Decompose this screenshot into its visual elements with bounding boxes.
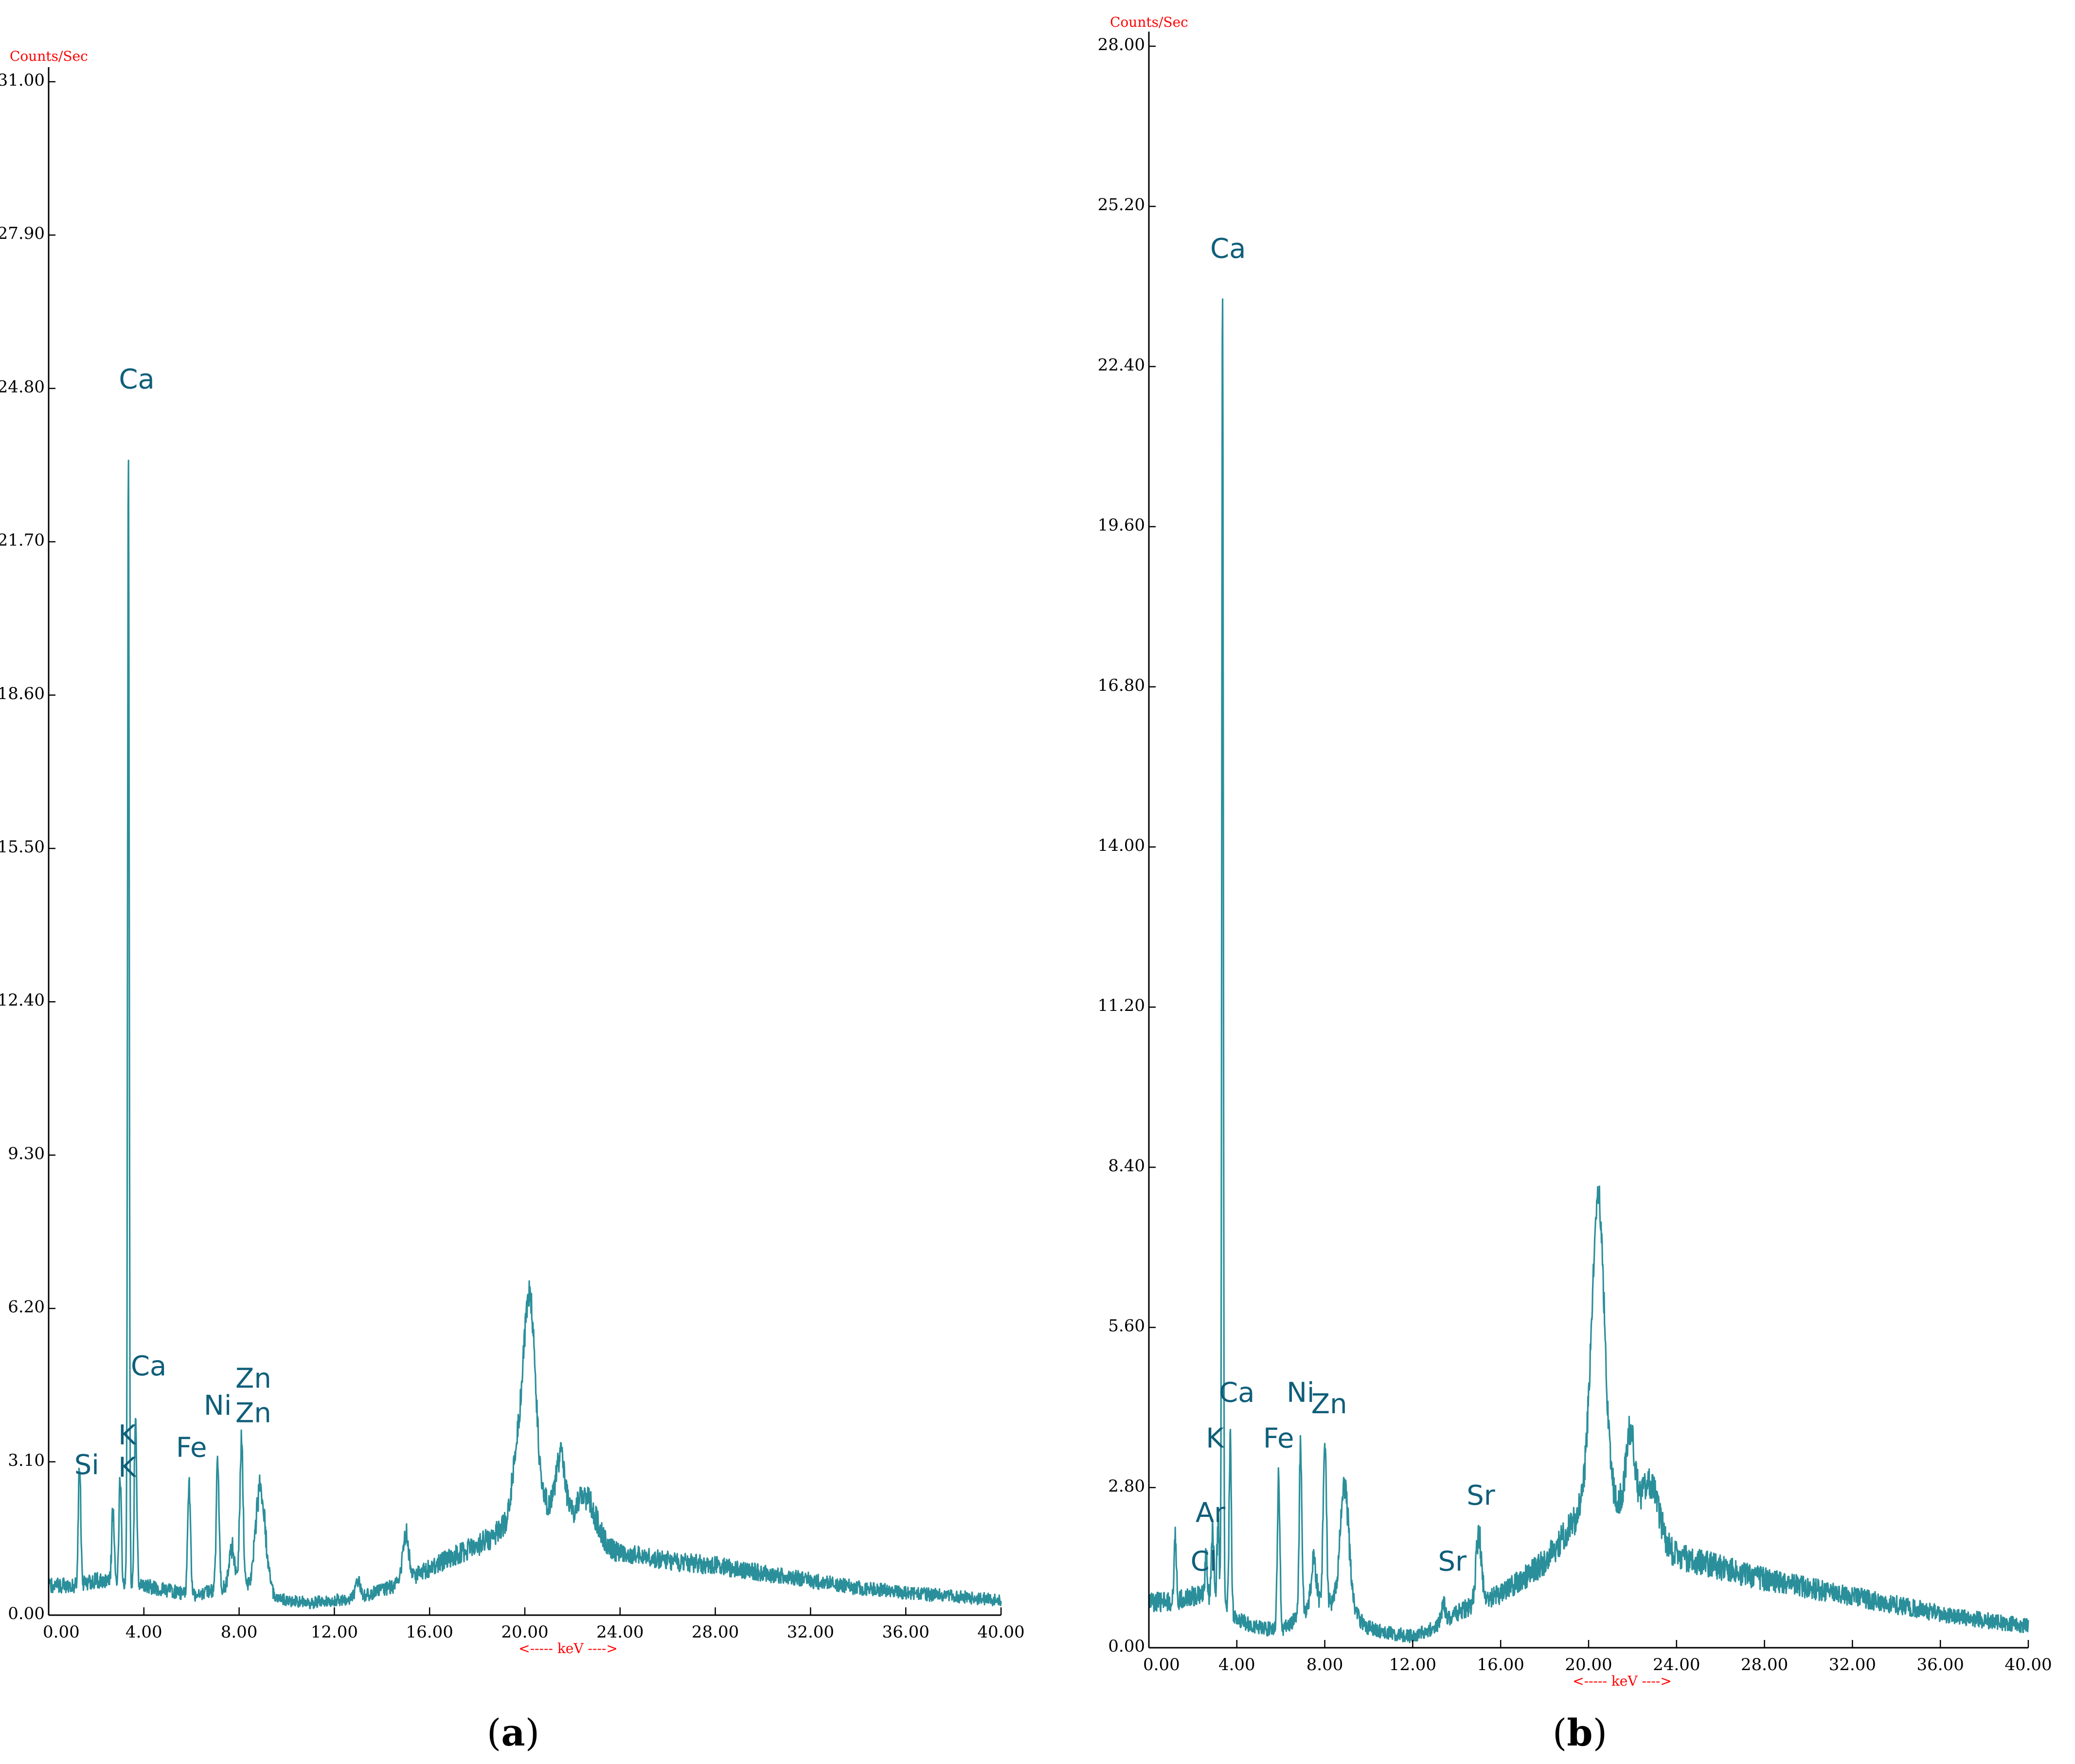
y-tick-label: 0.00 [8, 1604, 45, 1623]
peak-label: Fe [176, 1432, 207, 1464]
x-tick-label: 32.00 [1829, 1655, 1876, 1674]
y-tick-label: 11.20 [1098, 996, 1145, 1015]
y-tick-label: 14.00 [1098, 836, 1145, 855]
peak-label: Sr [1467, 1480, 1496, 1512]
x-tick-label: 0.00 [1143, 1655, 1180, 1674]
y-tick-label: 16.80 [1098, 676, 1145, 695]
x-tick-label: 16.00 [406, 1622, 453, 1642]
peak-label: Ni [1287, 1377, 1314, 1408]
peak-label: Ar [1196, 1497, 1226, 1529]
x-tick-label: 36.00 [882, 1622, 930, 1642]
spectrum-line [48, 459, 1002, 1609]
x-tick-label: 8.00 [1306, 1655, 1343, 1674]
y-tick-label: 27.90 [0, 224, 45, 243]
x-tick-label: 40.00 [977, 1622, 1024, 1642]
x-tick-label: 12.00 [311, 1622, 358, 1642]
x-tick-label: 20.00 [501, 1622, 548, 1642]
x-tick-label: 12.00 [1389, 1655, 1436, 1674]
spectrum-panel-a: Counts/Sec <----- keV ----> (a) 0.00 3.10… [0, 48, 1025, 1754]
x-tick-label: 20.00 [1565, 1655, 1612, 1674]
y-unit-label: Counts/Sec [1110, 14, 1188, 30]
peak-label: K [1206, 1423, 1224, 1455]
peak-label: K [118, 1452, 137, 1483]
y-tick-label: 6.20 [8, 1297, 45, 1317]
x-tick-label: 36.00 [1917, 1655, 1964, 1674]
x-unit-label: <----- keV ----> [519, 1640, 618, 1656]
x-tick-label: 32.00 [787, 1622, 834, 1642]
y-tick-label: 31.00 [0, 71, 45, 90]
x-tick-label: 28.00 [692, 1622, 739, 1642]
y-tick-label: 15.50 [0, 837, 45, 857]
x-tick-label: 24.00 [1653, 1655, 1700, 1674]
x-tick-label: 40.00 [2004, 1655, 2052, 1674]
peak-label: Zn [1311, 1388, 1347, 1420]
y-tick-label: 5.60 [1108, 1316, 1145, 1336]
peak-label: Cl [1191, 1546, 1217, 1577]
y-tick-label: 18.60 [0, 684, 45, 703]
peak-label: Zn [235, 1363, 271, 1394]
x-tick-label: 4.00 [125, 1622, 162, 1642]
y-unit-label: Counts/Sec [10, 48, 88, 64]
y-tick-label: 22.40 [1098, 355, 1145, 375]
x-tick-label: 8.00 [221, 1622, 258, 1642]
y-tick-label: 28.00 [1098, 35, 1145, 54]
x-tick-label: 4.00 [1218, 1655, 1255, 1674]
peak-label: Ca [131, 1350, 166, 1382]
x-tick-label: 24.00 [596, 1622, 644, 1642]
y-tick-label: 2.80 [1108, 1476, 1145, 1496]
y-tick-label: 8.40 [1108, 1156, 1145, 1175]
y-tick-label: 19.60 [1098, 516, 1145, 535]
x-tick-label: 16.00 [1477, 1655, 1524, 1674]
peak-label: Zn [235, 1397, 271, 1429]
peak-label: K [118, 1420, 137, 1451]
peak-label: Si [74, 1449, 99, 1481]
panel-label: (a) [487, 1711, 540, 1754]
x-tick-label: 0.00 [43, 1622, 80, 1642]
peak-label: Fe [1263, 1423, 1294, 1455]
y-tick-label: 3.10 [8, 1451, 45, 1470]
y-tick-label: 12.40 [0, 990, 45, 1010]
x-unit-label: <----- keV ----> [1573, 1673, 1672, 1689]
y-tick-label: 9.30 [8, 1144, 45, 1163]
peak-label: Ca [119, 363, 154, 395]
spectrum-line [1148, 298, 2029, 1643]
spectrum-panel-b: Counts/Sec <----- keV ----> (b) 0.00 2.80… [1098, 14, 2052, 1754]
peak-label: Ca [1219, 1377, 1254, 1408]
peak-label: Sr [1438, 1546, 1467, 1577]
peak-label: Ni [204, 1390, 232, 1422]
x-tick-label: 28.00 [1741, 1655, 1788, 1674]
y-tick-label: 24.80 [0, 377, 45, 396]
peak-label: Ca [1210, 233, 1246, 265]
y-tick-label: 0.00 [1108, 1637, 1145, 1656]
y-tick-label: 25.20 [1098, 195, 1145, 215]
panel-label: (b) [1553, 1711, 1607, 1754]
y-tick-label: 21.70 [0, 531, 45, 550]
